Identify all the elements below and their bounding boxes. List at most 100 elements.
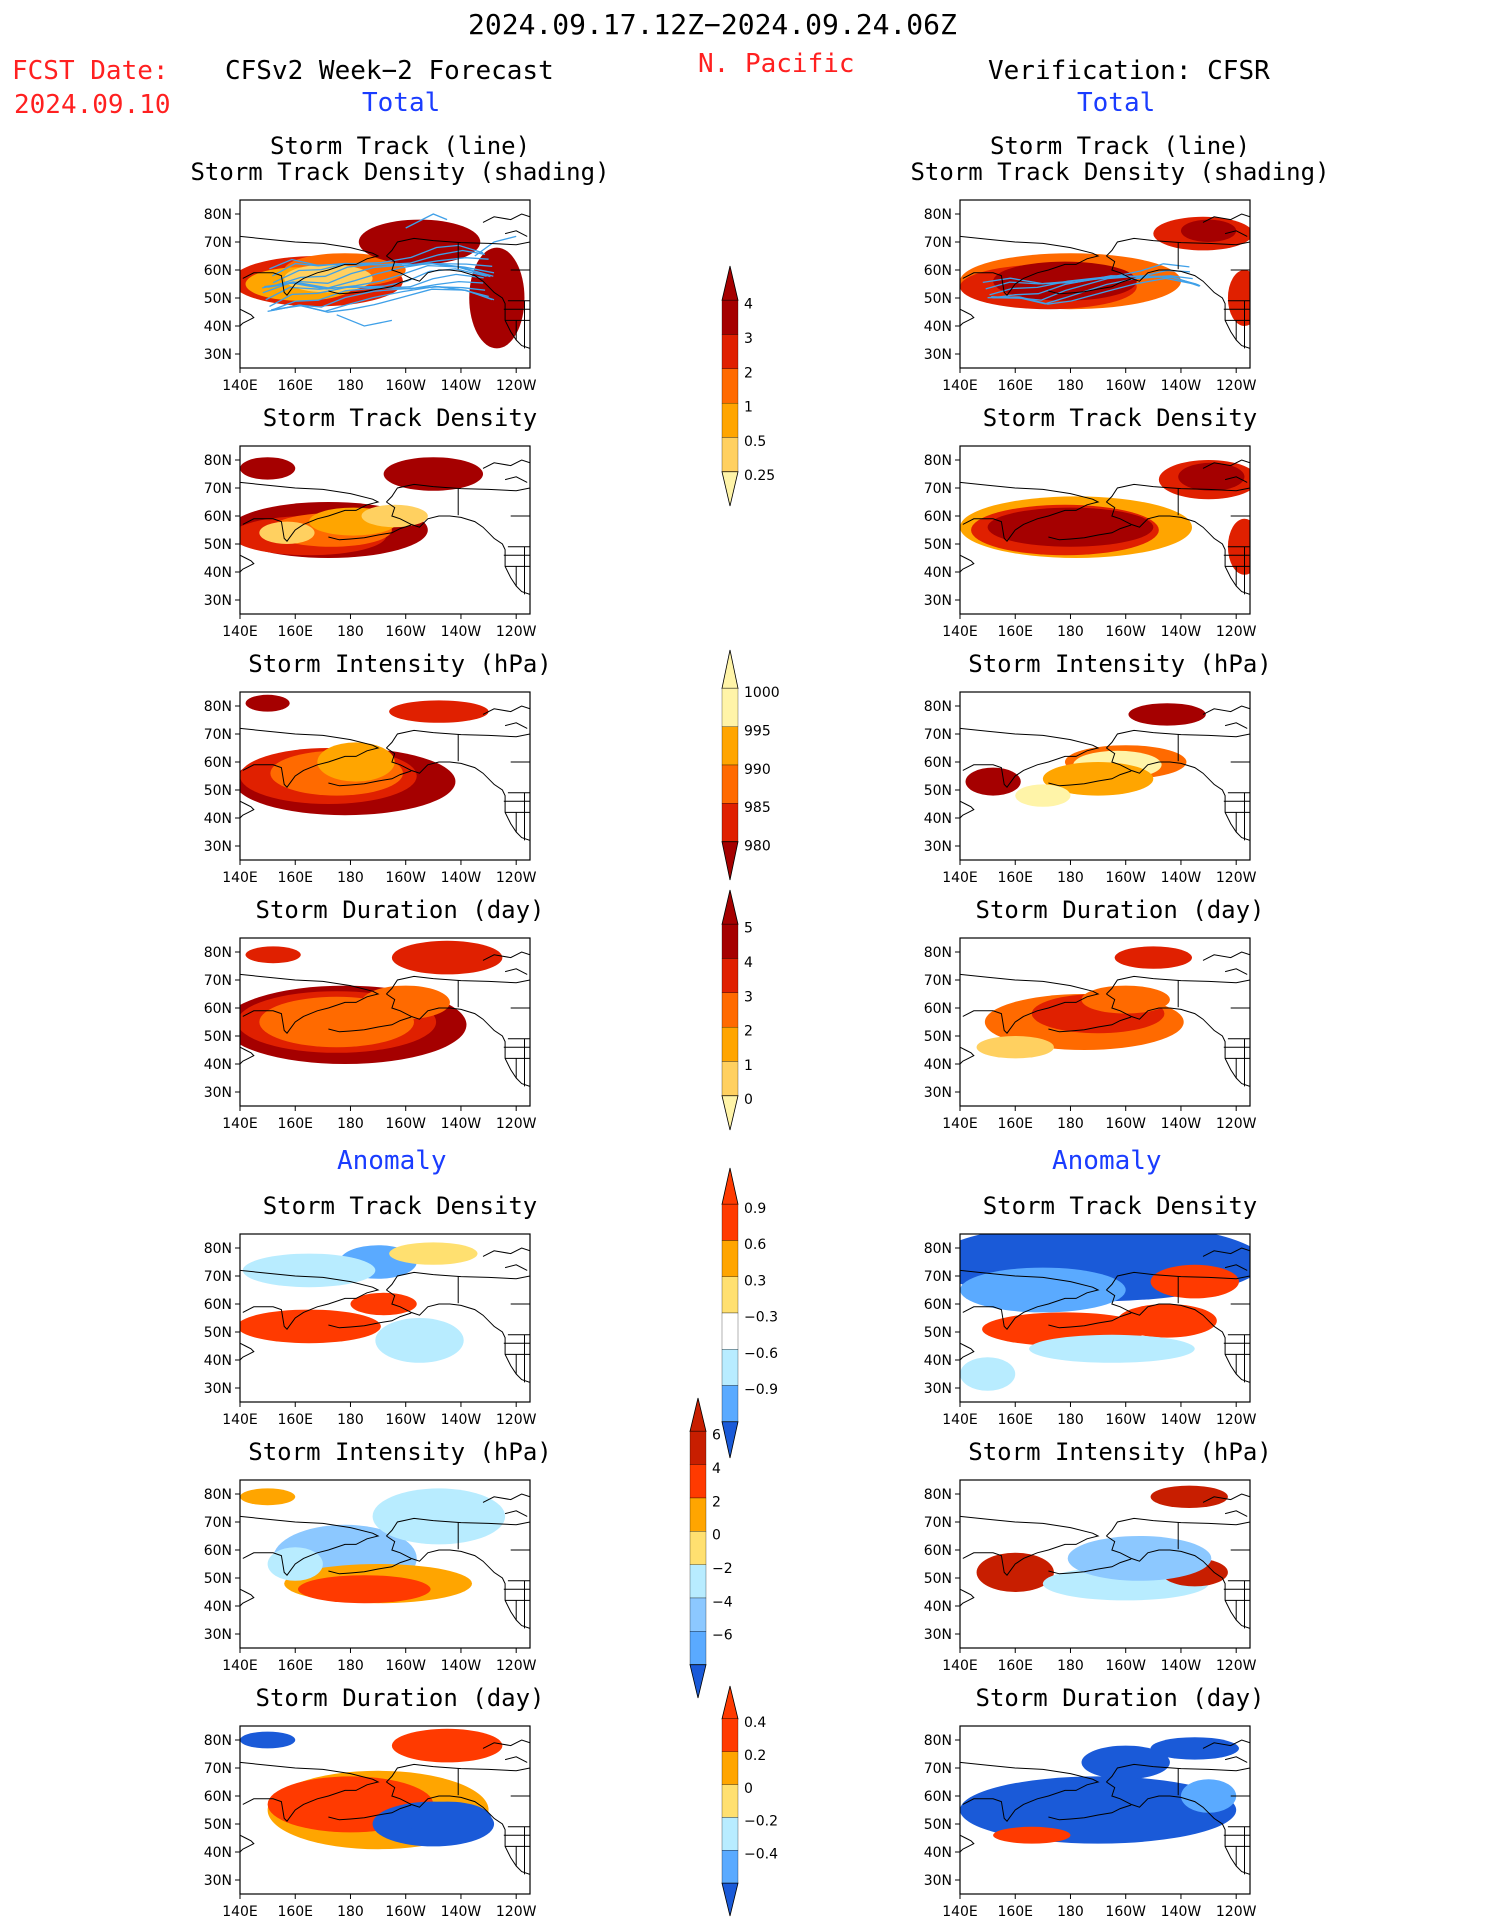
map-panel-forecast-5: 140E 160E 180 160W 140W 120W 30N 40N 50N 60N 70N 80… (204, 1479, 537, 1674)
coastline (504, 722, 528, 729)
colorbar-density-total: 4 3 2 1 0.5 0.25 (721, 265, 775, 507)
x-tick-label: 120W (1216, 1658, 1257, 1674)
shade-blob (976, 1036, 1054, 1059)
panel-title-r5: Storm Intensity (hPa) (968, 1438, 1272, 1466)
shade-blob (960, 1267, 1126, 1313)
coastline (1224, 230, 1248, 237)
y-tick-label: 30N (204, 593, 232, 609)
x-tick-label: 160W (1105, 1116, 1146, 1132)
y-tick-label: 80N (924, 1733, 952, 1749)
y-tick-label: 60N (924, 1789, 952, 1805)
storm-track-line (272, 285, 489, 311)
coastline (328, 1016, 412, 1033)
colorbar-segment (721, 1718, 739, 1752)
shade-blob (350, 1292, 417, 1316)
shading (960, 1234, 1250, 1391)
colorbar-segment (721, 437, 739, 472)
colorbar-label: 0.5 (744, 434, 766, 450)
y-tick-label: 80N (204, 1241, 232, 1257)
y-tick-label: 60N (204, 1789, 232, 1805)
x-tick-label: 180 (337, 1904, 364, 1920)
colorbar-arrow-bottom (721, 841, 739, 881)
coastline (1106, 501, 1250, 595)
y-tick-label: 30N (204, 1381, 232, 1397)
coastline (960, 800, 975, 819)
shade-blob (372, 1488, 506, 1545)
colorbar-label: 4 (744, 297, 753, 313)
colorbar-segment (689, 1597, 707, 1632)
colorbar-arrow-top (721, 649, 739, 689)
shade-blob (389, 1242, 478, 1265)
shade-blob (242, 1253, 376, 1288)
coastline (240, 1588, 255, 1607)
shade-blob (375, 1318, 464, 1363)
x-tick-label: 160W (385, 1904, 426, 1920)
y-tick-label: 70N (924, 1761, 952, 1777)
colorbar-segment (721, 803, 739, 842)
storm-track-line (267, 262, 495, 288)
coastline (1224, 476, 1248, 483)
x-tick-label: 180 (1057, 378, 1084, 394)
fcst-date-label: FCST Date: (12, 56, 169, 86)
y-tick-label: 40N (204, 1599, 232, 1615)
coastline (504, 476, 528, 483)
colorbar-label: 1 (744, 1058, 753, 1074)
coastline (504, 1510, 528, 1517)
colorbar-label: −2 (712, 1561, 733, 1577)
y-tick-label: 30N (924, 1627, 952, 1643)
shade-blob (402, 1801, 492, 1836)
coastline (386, 1289, 530, 1383)
y-tick-label: 80N (924, 945, 952, 961)
coastlines (240, 705, 530, 841)
y-tick-label: 50N (924, 537, 952, 553)
shade-blob (240, 1731, 296, 1749)
coastline (960, 308, 975, 327)
coastline (1224, 722, 1248, 729)
y-tick-label: 50N (924, 783, 952, 799)
x-tick-label: 160W (385, 1412, 426, 1428)
x-tick-label: 140E (222, 624, 258, 640)
y-tick-label: 40N (924, 319, 952, 335)
colorbar-arrow-bottom (721, 1882, 739, 1917)
y-tick-label: 60N (924, 263, 952, 279)
y-tick-label: 40N (204, 1845, 232, 1861)
y-tick-label: 70N (204, 727, 232, 743)
y-tick-label: 30N (204, 1873, 232, 1889)
colorbar-label: 0.9 (744, 1201, 766, 1217)
coastlines (240, 1739, 530, 1875)
x-tick-label: 160W (1105, 624, 1146, 640)
x-tick-label: 120W (496, 624, 537, 640)
map-frame (959, 937, 1251, 1107)
colorbar-intensity-anom: 6 4 2 0 −2 −4 −6 (689, 1397, 733, 1699)
y-tick-label: 80N (204, 207, 232, 223)
coastline (504, 968, 528, 975)
coastline (1106, 975, 1250, 995)
y-tick-label: 40N (924, 1845, 952, 1861)
shade-blob (298, 1575, 431, 1604)
colorbar-density-anom: 0.9 0.6 0.3 −0.3 −0.6 −0.9 (721, 1167, 778, 1459)
colorbar-segment (689, 1431, 707, 1465)
y-tick-label: 30N (204, 1085, 232, 1101)
coastline (1106, 237, 1250, 257)
x-tick-label: 140E (222, 1658, 258, 1674)
coastline (1106, 1289, 1250, 1383)
panel-title-l0a: Storm Track (line) (269, 132, 531, 160)
coastline (386, 729, 530, 749)
y-tick-label: 40N (204, 1353, 232, 1369)
map-panel-verification-5: 140E 160E 180 160W 140W 120W 30N 40N 50N 60N 70N 80… (924, 1479, 1257, 1674)
x-tick-label: 120W (1216, 1116, 1257, 1132)
shade-blob (1114, 946, 1193, 969)
coastline (240, 800, 255, 819)
panel-title-r4: Storm Track Density (982, 1192, 1258, 1220)
y-tick-label: 80N (204, 699, 232, 715)
colorbar-label: 5 (744, 921, 753, 937)
coastlines (240, 213, 530, 349)
colorbar-label: 0.6 (744, 1237, 766, 1253)
shade-blob (361, 504, 428, 528)
map-panel-forecast-6: 140E 160E 180 160W 140W 120W 30N 40N 50N 60N 70N 80… (204, 1725, 537, 1920)
y-tick-label: 60N (204, 1297, 232, 1313)
shade-blob (1081, 1745, 1170, 1780)
storm-track-line (269, 244, 484, 270)
y-tick-label: 60N (924, 509, 952, 525)
